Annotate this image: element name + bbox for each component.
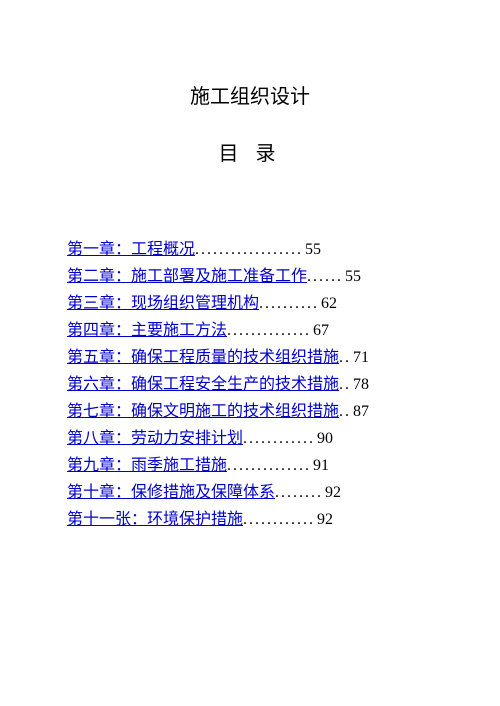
toc-heading: 目 录	[55, 137, 445, 166]
toc-entry: 第五章：确保工程质量的技术组织措施 .. 71	[67, 344, 445, 371]
toc-dots: ........	[275, 479, 323, 506]
toc-entry: 第三章：现场组织管理机构 .......... 62	[67, 290, 445, 317]
toc-page-number: 55	[343, 263, 361, 290]
toc-entry: 第二章：施工部署及施工准备工作 ...... 55	[67, 263, 445, 290]
toc-page-number: 90	[315, 425, 333, 452]
toc-page-number: 92	[323, 479, 341, 506]
toc-page-number: 67	[311, 317, 329, 344]
toc-entry: 第十一张：环境保护措施 ............ 92	[67, 506, 445, 533]
toc-link[interactable]: 第五章：确保工程质量的技术组织措施	[67, 344, 339, 371]
toc-dots: ..	[339, 344, 351, 371]
toc-entry: 第七章：确保文明施工的技术组织措施 .. 87	[67, 398, 445, 425]
toc-entry: 第九章：雨季施工措施 .............. 91	[67, 452, 445, 479]
toc-link[interactable]: 第十章：保修措施及保障体系	[67, 479, 275, 506]
toc-page-number: 62	[319, 290, 337, 317]
toc-entry: 第八章：劳动力安排计划 ............ 90	[67, 425, 445, 452]
toc-link[interactable]: 第十一张：环境保护措施	[67, 506, 243, 533]
toc-dots: ..........	[259, 290, 319, 317]
document-title: 施工组织设计	[55, 80, 445, 109]
toc-dots: ..............	[227, 452, 311, 479]
toc-entry: 第十章：保修措施及保障体系 ........ 92	[67, 479, 445, 506]
toc-page-number: 78	[351, 371, 369, 398]
toc-entry: 第六章：确保工程安全生产的技术措施 .. 78	[67, 371, 445, 398]
toc-page-number: 91	[311, 452, 329, 479]
toc-page-number: 55	[303, 236, 321, 263]
toc-dots: ............	[243, 506, 315, 533]
toc-entry: 第四章：主要施工方法 .............. 67	[67, 317, 445, 344]
toc-page-number: 71	[351, 344, 369, 371]
toc-page-number: 87	[351, 398, 369, 425]
toc-dots: ..	[339, 371, 351, 398]
toc-link[interactable]: 第一章：工程概况	[67, 236, 195, 263]
table-of-contents: 第一章：工程概况 .................. 55 第二章：施工部署及…	[55, 236, 445, 533]
toc-link[interactable]: 第九章：雨季施工措施	[67, 452, 227, 479]
toc-link[interactable]: 第四章：主要施工方法	[67, 317, 227, 344]
toc-entry: 第一章：工程概况 .................. 55	[67, 236, 445, 263]
toc-link[interactable]: 第二章：施工部署及施工准备工作	[67, 263, 307, 290]
toc-link[interactable]: 第三章：现场组织管理机构	[67, 290, 259, 317]
toc-dots: ..................	[195, 236, 303, 263]
toc-link[interactable]: 第六章：确保工程安全生产的技术措施	[67, 371, 339, 398]
toc-dots: ..............	[227, 317, 311, 344]
toc-link[interactable]: 第七章：确保文明施工的技术组织措施	[67, 398, 339, 425]
toc-dots: ......	[307, 263, 343, 290]
toc-dots: ..	[339, 398, 351, 425]
toc-link[interactable]: 第八章：劳动力安排计划	[67, 425, 243, 452]
toc-page-number: 92	[315, 506, 333, 533]
toc-dots: ............	[243, 425, 315, 452]
